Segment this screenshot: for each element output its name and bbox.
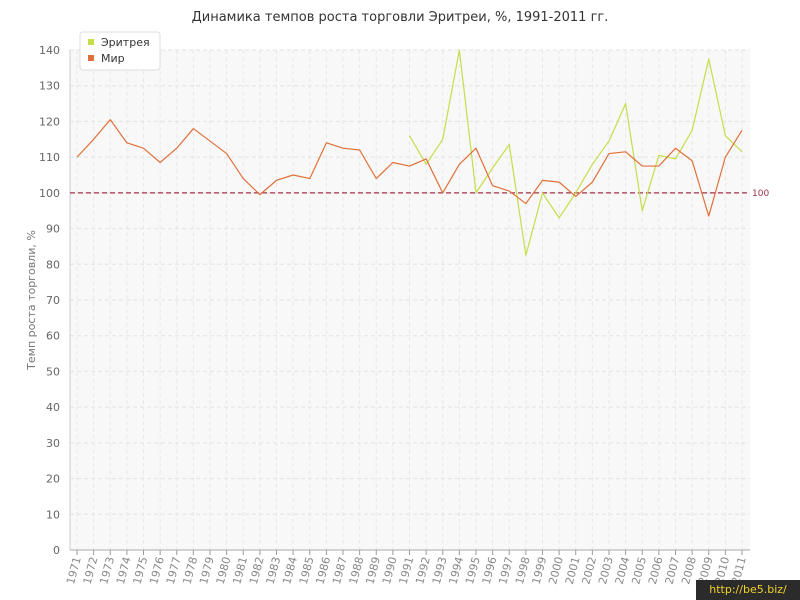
legend-label: Эритрея [101,36,150,49]
legend-box [79,31,161,71]
y-tick-label: 30 [46,437,60,450]
y-tick-label: 0 [53,544,60,557]
y-tick-label: 110 [39,151,60,164]
series-line-world [76,119,743,217]
y-tick-label: 80 [46,258,60,271]
y-tick-label: 70 [46,294,60,307]
y-tick-label: 20 [46,473,60,486]
y-tick-label: 50 [46,365,60,378]
y-tick-label: 90 [46,223,60,236]
y-tick-label: 140 [39,44,60,57]
reference-line-label: 100 [752,189,769,199]
site-watermark[interactable]: http://be5.biz/ [696,580,800,600]
y-tick-label: 40 [46,401,60,414]
y-tick-label: 120 [39,115,60,128]
y-tick-label: 10 [46,508,60,521]
y-tick-label: 100 [39,187,60,200]
legend-label: Мир [101,52,125,65]
chart-title: Динамика темпов роста торговли Эритреи, … [191,10,609,25]
legend-swatch [88,55,94,61]
y-tick-label: 60 [46,330,60,343]
y-axis-title: Темп роста торговли, % [25,230,38,371]
y-tick-label: 130 [39,80,60,93]
series-line-eritrea [408,49,743,256]
legend-swatch [88,39,94,45]
